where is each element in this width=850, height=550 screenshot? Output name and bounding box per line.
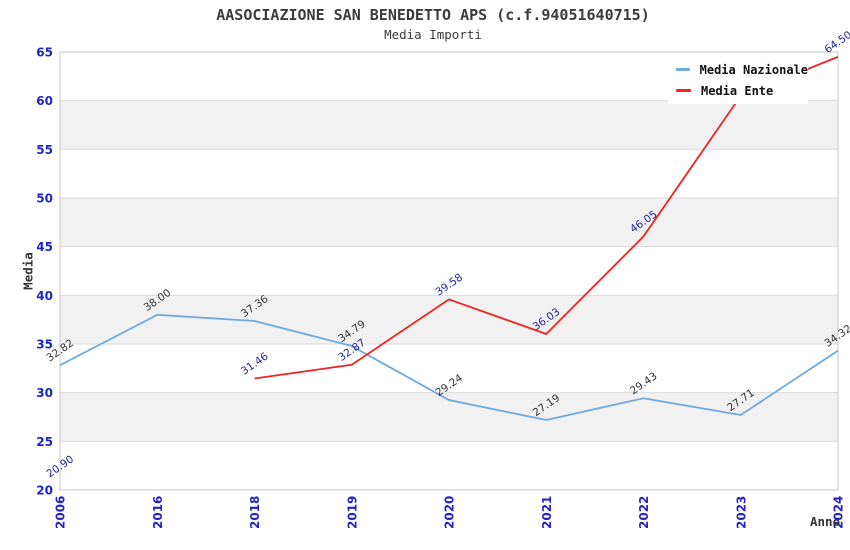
y-tick-label: 25 — [36, 435, 53, 449]
y-tick-label: 50 — [36, 192, 53, 206]
y-tick-label: 20 — [36, 484, 53, 498]
point-label: 31.46 — [239, 350, 271, 377]
legend-item-media-ente: Media Ente — [676, 84, 808, 98]
y-tick-label: 30 — [36, 386, 53, 400]
legend-label-media-ente: Media Ente — [701, 83, 774, 98]
legend: Media Nazionale Media Ente — [668, 56, 808, 104]
y-tick-label: 35 — [36, 338, 53, 352]
x-tick-label: 2022 — [637, 496, 651, 529]
y-tick-label: 65 — [36, 46, 53, 60]
y-tick-label: 40 — [36, 289, 53, 303]
y-tick-label: 60 — [36, 94, 53, 108]
chart-title: AASOCIAZIONE SAN BENEDETTO APS (c.f.9405… — [216, 6, 650, 24]
x-tick-label: 2018 — [248, 496, 262, 529]
x-tick-label: 2016 — [151, 496, 165, 529]
media-nazionale-line-swatch — [676, 68, 690, 71]
y-tick-label: 45 — [36, 240, 53, 254]
x-axis-title: Anno — [810, 514, 841, 529]
y-axis-title: Media — [20, 252, 36, 290]
point-label: 39.58 — [434, 271, 466, 298]
x-tick-label: 2020 — [443, 496, 457, 529]
x-tick-label: 2024 — [832, 496, 846, 529]
x-tick-label: 2023 — [734, 496, 748, 529]
legend-label-media-nazionale: Media Nazionale — [699, 62, 808, 77]
legend-item-media-nazionale: Media Nazionale — [676, 63, 808, 77]
x-tick-label: 2021 — [540, 496, 554, 529]
x-tick-label: 2019 — [345, 496, 359, 529]
x-tick-label: 2006 — [54, 496, 68, 529]
chart-subtitle: Media Importi — [384, 27, 482, 42]
y-tick-label: 55 — [36, 143, 53, 157]
media-ente-line-swatch — [676, 89, 691, 92]
